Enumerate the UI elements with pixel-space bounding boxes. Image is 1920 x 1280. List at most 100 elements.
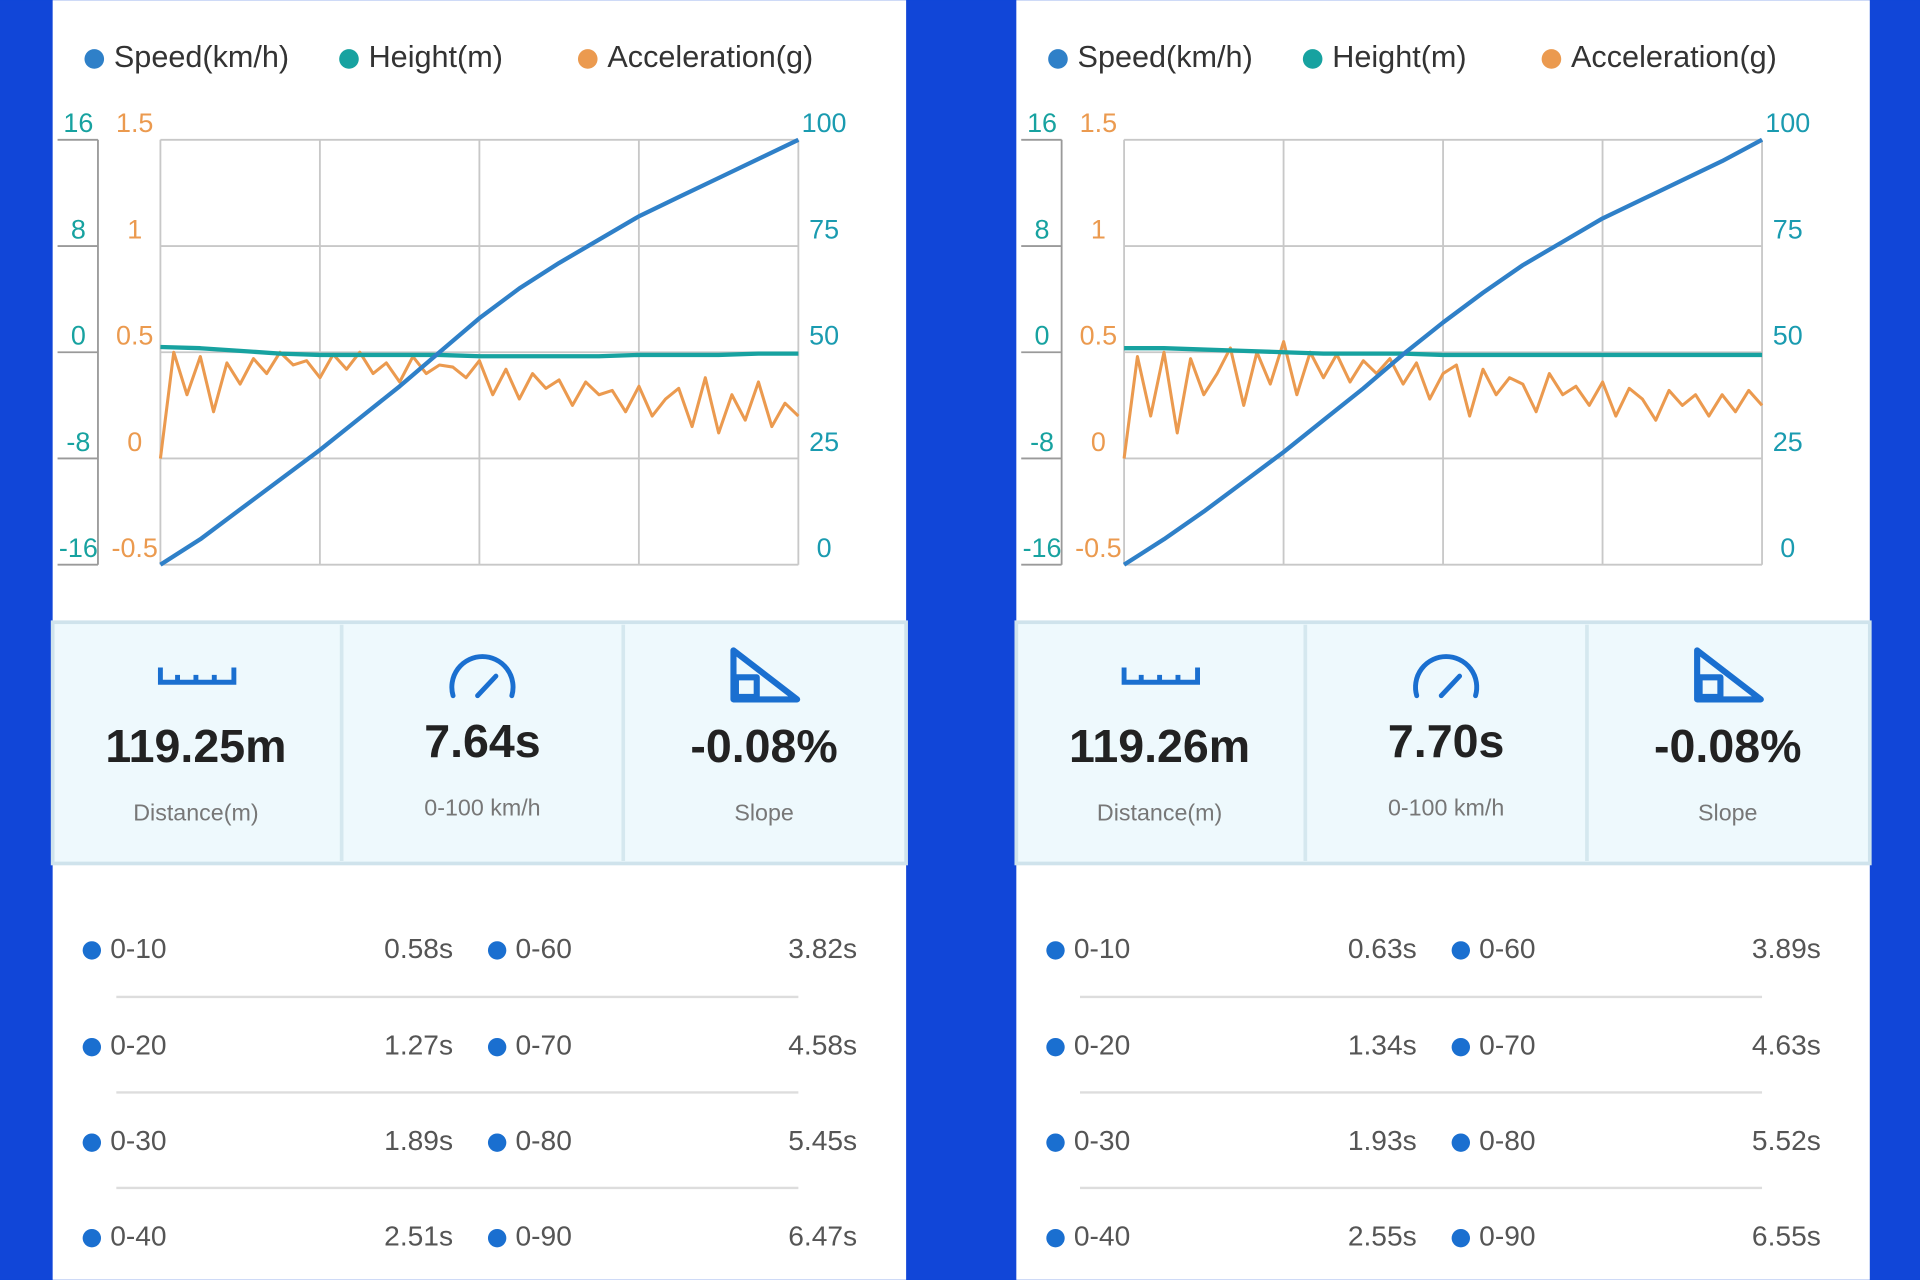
split-label: 0-90	[516, 1221, 572, 1252]
legend-label: Height(m)	[1332, 40, 1466, 74]
split-time: 2.55s	[1348, 1221, 1417, 1252]
stat-label: Distance(m)	[133, 800, 258, 826]
y3-tick-label: 1.5	[116, 108, 153, 138]
stat-value: -0.08%	[690, 720, 837, 772]
split-label: 0-10	[110, 933, 166, 964]
split-time: 3.89s	[1752, 933, 1821, 964]
split-label: 0-70	[516, 1030, 572, 1061]
y-tick-label: 16	[63, 108, 93, 138]
stat-value: 7.64s	[424, 715, 540, 767]
series-line	[1122, 137, 1764, 567]
y2-tick-label: 75	[1773, 214, 1803, 244]
phone-panel: Speed(km/h) Height(m) Acceleration(g)1680-…	[50, 0, 908, 1280]
split-dot	[1451, 941, 1470, 960]
split-label: 0-40	[1074, 1221, 1130, 1252]
series-line	[158, 350, 800, 459]
split-time: 1.93s	[1348, 1125, 1417, 1156]
split-dot	[82, 1037, 102, 1057]
split-dot	[487, 1133, 507, 1152]
stats-bg	[1014, 620, 1872, 866]
split-label: 0-40	[110, 1221, 166, 1252]
split-label: 0-80	[516, 1125, 572, 1156]
y-tick-label: -8	[1030, 427, 1054, 457]
split-dot	[1451, 1037, 1470, 1057]
stat-label: 0-100 km/h	[424, 795, 540, 821]
y3-tick-label: -0.5	[111, 533, 157, 563]
split-dot	[82, 1228, 102, 1248]
y-tick-label: 8	[71, 214, 86, 244]
split-time: 5.45s	[788, 1125, 857, 1156]
y3-tick-label: 1	[1091, 214, 1106, 244]
split-label: 0-60	[516, 933, 572, 964]
stats-bg	[50, 620, 908, 866]
legend-label: Speed(km/h)	[1078, 40, 1253, 74]
split-time: 0.58s	[384, 933, 453, 964]
split-label: 0-20	[110, 1030, 166, 1061]
split-label: 0-60	[1479, 933, 1535, 964]
split-dot	[1046, 1228, 1065, 1248]
y3-tick-label: 1	[127, 214, 142, 244]
split-dot	[1046, 941, 1065, 960]
y2-tick-label: 50	[809, 321, 839, 351]
split-dot	[487, 941, 507, 960]
split-label: 0-80	[1479, 1125, 1535, 1156]
y3-tick-label: 1.5	[1080, 108, 1117, 138]
stat-value: -0.08%	[1654, 720, 1801, 772]
y-tick-label: 0	[1035, 321, 1050, 351]
split-time: 1.34s	[1348, 1030, 1417, 1061]
y2-tick-label: 75	[809, 214, 839, 244]
y2-tick-label: 100	[802, 108, 847, 138]
stat-label: 0-100 km/h	[1388, 795, 1504, 821]
split-dot	[82, 1133, 102, 1152]
series-line	[1122, 340, 1764, 459]
split-dot	[487, 1037, 507, 1057]
split-label: 0-70	[1479, 1030, 1535, 1061]
y3-tick-label: 0.5	[116, 321, 153, 351]
speedometer-icon	[449, 654, 516, 699]
legend-label: Speed(km/h)	[114, 40, 289, 74]
split-dot	[1046, 1037, 1065, 1057]
split-time: 5.52s	[1752, 1125, 1821, 1156]
stat-label: Slope	[1698, 800, 1757, 826]
y2-tick-label: 50	[1773, 321, 1803, 351]
split-label: 0-20	[1074, 1030, 1130, 1061]
slope-icon	[730, 647, 801, 703]
phone-panel: Speed(km/h) Height(m) Acceleration(g)1680-…	[1014, 0, 1872, 1280]
y2-tick-label: 0	[1780, 533, 1795, 563]
y2-tick-label: 0	[817, 533, 832, 563]
stat-label: Distance(m)	[1097, 800, 1222, 826]
split-time: 0.63s	[1348, 933, 1417, 964]
legend-dot	[1541, 49, 1562, 69]
legend-dot	[577, 49, 598, 69]
legend-dot	[1048, 49, 1068, 69]
y3-tick-label: 0.5	[1080, 321, 1117, 351]
split-label: 0-30	[1074, 1125, 1130, 1156]
y-tick-label: 0	[71, 321, 86, 351]
split-time: 6.55s	[1752, 1221, 1821, 1252]
split-dot	[487, 1228, 507, 1248]
y2-tick-label: 25	[809, 427, 839, 457]
y2-tick-label: 100	[1765, 108, 1810, 138]
split-time: 3.82s	[788, 933, 857, 964]
stat-value: 119.26m	[1069, 720, 1250, 772]
y3-tick-label: -0.5	[1075, 533, 1121, 563]
split-label: 0-30	[110, 1125, 166, 1156]
series-line	[159, 137, 800, 567]
speedometer-icon	[1413, 654, 1480, 699]
split-time: 4.63s	[1752, 1030, 1821, 1061]
series-line	[160, 344, 799, 359]
stat-value: 119.25m	[105, 720, 286, 772]
split-dot	[1451, 1133, 1470, 1152]
legend-label: Acceleration(g)	[607, 40, 813, 74]
split-dot	[1046, 1133, 1065, 1152]
ruler-icon	[157, 667, 237, 685]
y-tick-label: -16	[1023, 533, 1062, 563]
stat-value: 7.70s	[1388, 715, 1504, 767]
split-label: 0-10	[1074, 933, 1130, 964]
series-line	[1124, 346, 1763, 358]
ruler-icon	[1121, 667, 1200, 685]
legend-dot	[1302, 49, 1323, 69]
y-tick-label: 16	[1027, 108, 1057, 138]
split-dot	[1451, 1228, 1470, 1248]
